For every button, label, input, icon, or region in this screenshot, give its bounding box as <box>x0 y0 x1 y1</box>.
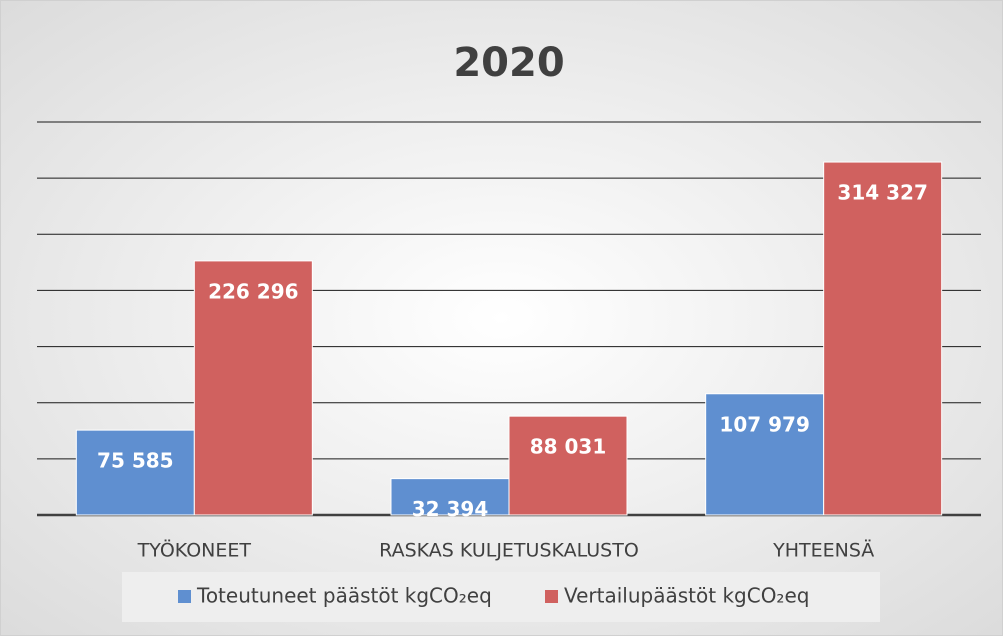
bar <box>508 415 628 516</box>
legend-swatch <box>178 590 191 603</box>
legend-label: Toteutuneet päästöt kgCO₂eq <box>196 584 492 608</box>
bar <box>705 393 825 516</box>
data-label: 314 327 <box>837 181 927 205</box>
x-tick-label: RASKAS KULJETUSKALUSTO <box>379 540 639 562</box>
bar <box>823 161 943 516</box>
bar <box>75 429 195 516</box>
data-label: 107 979 <box>719 412 809 436</box>
bar <box>193 260 313 516</box>
data-label: 226 296 <box>208 279 298 303</box>
data-label: 75 585 <box>97 449 174 473</box>
bar <box>390 478 510 516</box>
data-label: 32 394 <box>412 497 489 521</box>
legend-label: Vertailupäästöt kgCO₂eq <box>564 584 809 608</box>
chart-title: 2020 <box>453 40 564 86</box>
x-tick-label: TYÖKONEET <box>137 539 252 562</box>
legend-swatch <box>545 590 558 603</box>
x-tick-label: YHTEENSÄ <box>772 539 874 562</box>
data-label: 88 031 <box>530 435 607 459</box>
legend-box <box>122 572 880 622</box>
